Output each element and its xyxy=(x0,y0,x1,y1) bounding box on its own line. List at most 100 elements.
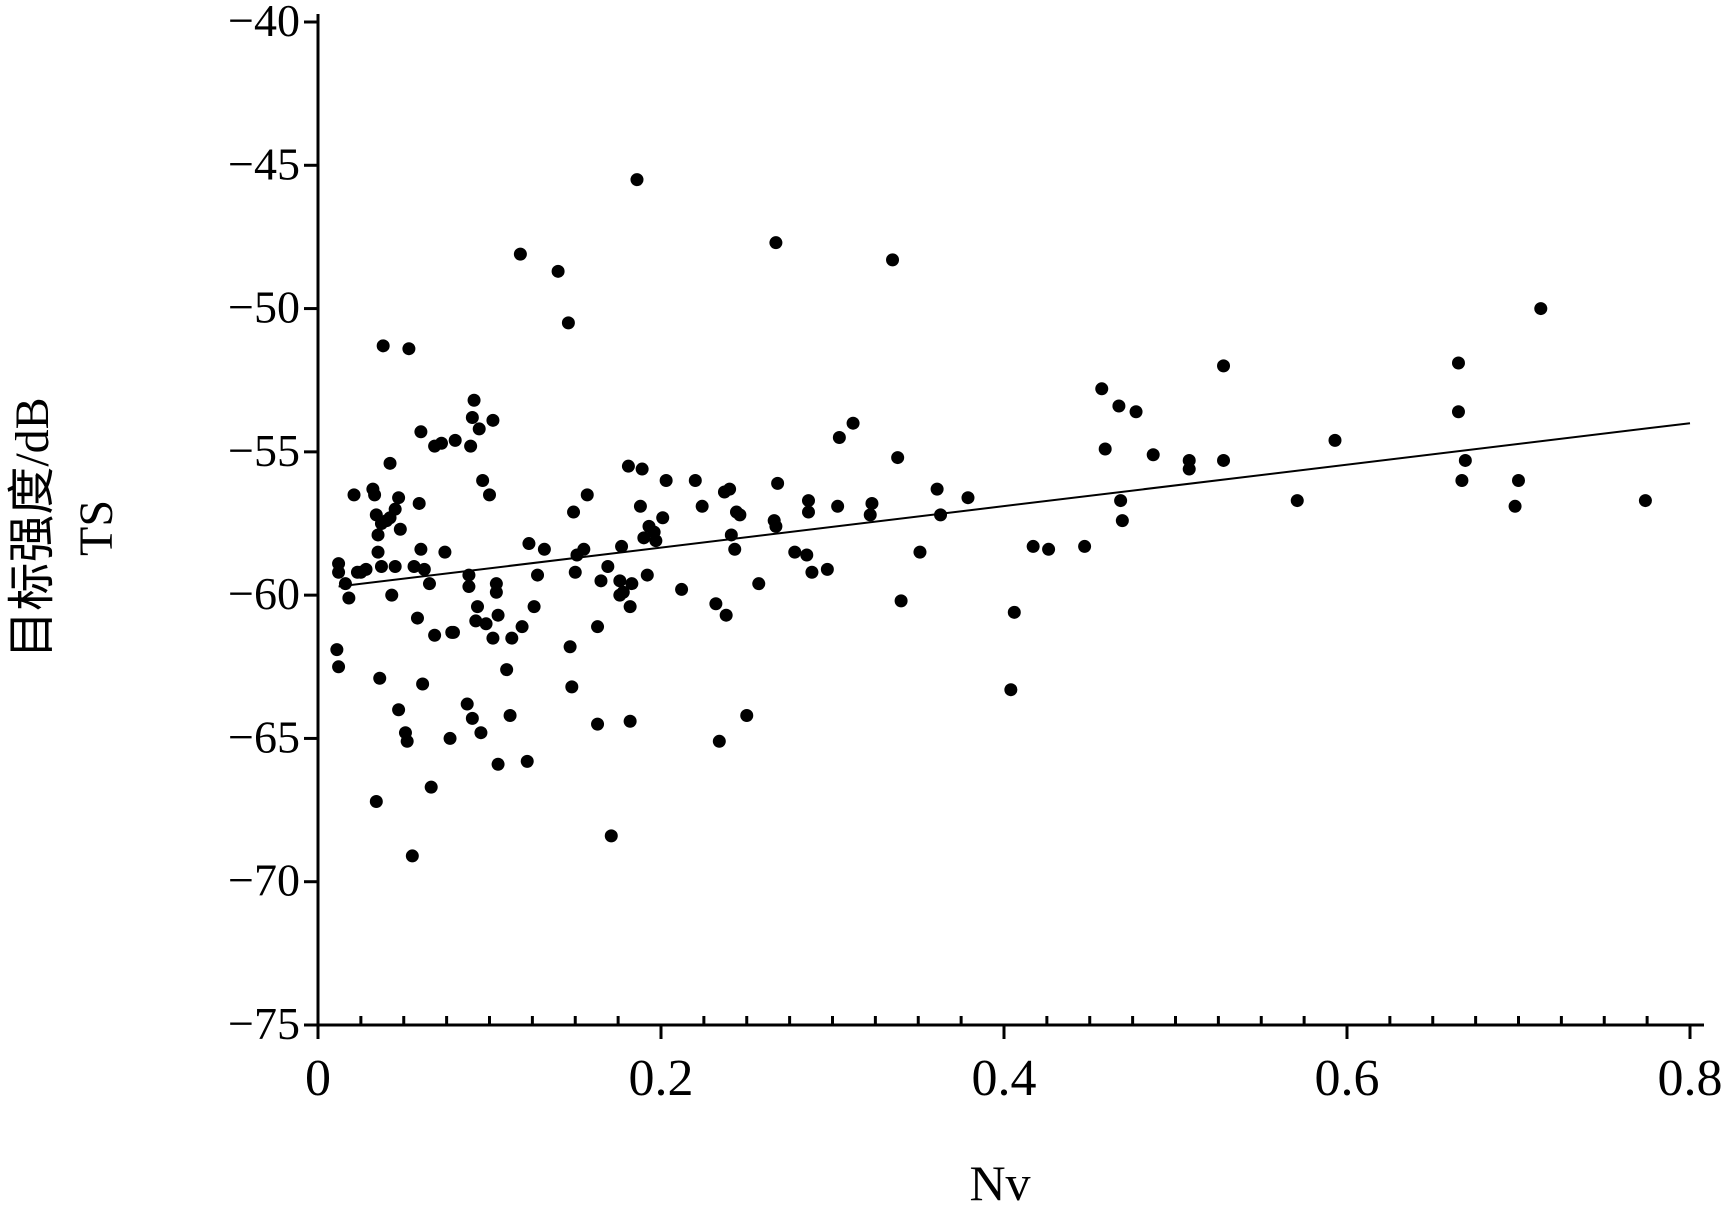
data-point xyxy=(428,628,442,642)
data-point xyxy=(740,709,754,723)
data-point xyxy=(465,711,479,725)
data-point xyxy=(604,829,618,843)
data-point xyxy=(332,660,346,674)
data-point xyxy=(1114,494,1128,508)
data-point xyxy=(1508,499,1522,513)
data-point xyxy=(688,474,702,488)
data-point xyxy=(801,494,815,508)
y-tick-label: −70 xyxy=(228,855,300,906)
data-point xyxy=(561,316,575,330)
y-tick-label: −50 xyxy=(228,282,300,333)
data-point xyxy=(486,631,500,645)
data-point xyxy=(846,416,860,430)
data-point xyxy=(347,488,361,502)
data-point xyxy=(616,585,630,599)
data-point xyxy=(402,342,416,356)
data-point xyxy=(1182,453,1196,467)
data-point xyxy=(467,393,481,407)
data-point xyxy=(422,577,436,591)
data-point xyxy=(503,709,517,723)
data-point xyxy=(417,562,431,576)
data-point xyxy=(675,582,689,596)
data-point xyxy=(500,663,514,677)
data-points xyxy=(330,173,1652,863)
data-point xyxy=(615,539,629,553)
data-point xyxy=(930,482,944,496)
data-point xyxy=(338,577,352,591)
data-point xyxy=(374,559,388,573)
data-point xyxy=(724,528,738,542)
data-point xyxy=(728,542,742,556)
data-point xyxy=(520,754,534,768)
data-point xyxy=(505,631,519,645)
data-point xyxy=(414,542,428,556)
data-point xyxy=(359,562,373,576)
data-point xyxy=(635,462,649,476)
data-point xyxy=(1328,433,1342,447)
data-point xyxy=(491,757,505,771)
data-point xyxy=(388,559,402,573)
data-point xyxy=(567,505,581,519)
data-point xyxy=(376,339,390,353)
data-point xyxy=(462,580,476,594)
data-point xyxy=(1115,514,1129,528)
data-point xyxy=(332,565,346,579)
data-point xyxy=(392,703,406,717)
data-point xyxy=(1290,494,1304,508)
data-point xyxy=(371,545,385,559)
y-axis-label-chinese: 目标强度/dB xyxy=(6,397,59,658)
data-point xyxy=(591,620,605,634)
data-point xyxy=(719,608,733,622)
data-point xyxy=(1534,302,1548,316)
data-point xyxy=(805,565,819,579)
data-point xyxy=(414,425,428,439)
data-point xyxy=(625,577,639,591)
data-point xyxy=(424,780,438,794)
data-point xyxy=(695,499,709,513)
data-point xyxy=(462,568,476,582)
data-point xyxy=(1112,399,1126,413)
data-point xyxy=(1217,453,1231,467)
data-point xyxy=(1638,494,1652,508)
y-tick-label: −45 xyxy=(228,138,300,189)
data-point xyxy=(407,559,421,573)
data-point xyxy=(460,697,474,711)
data-point xyxy=(1026,539,1040,553)
data-point xyxy=(601,559,615,573)
data-point xyxy=(1512,474,1525,488)
data-point xyxy=(886,253,900,267)
trendline-layer xyxy=(338,422,1691,588)
y-tick-label: −55 xyxy=(228,425,300,476)
x-axis-label: Nv xyxy=(969,1155,1030,1211)
data-point xyxy=(476,474,490,488)
data-point xyxy=(1217,359,1231,373)
data-point xyxy=(563,640,577,654)
data-point xyxy=(934,508,948,522)
data-point xyxy=(769,519,783,533)
data-point xyxy=(527,600,541,614)
data-point xyxy=(330,643,344,657)
data-point xyxy=(633,499,647,513)
data-point xyxy=(448,433,462,447)
data-point xyxy=(515,620,529,634)
data-point xyxy=(613,574,627,588)
data-point xyxy=(1078,539,1092,553)
x-tick-label: 0 xyxy=(305,1050,331,1107)
y-tick-label: −60 xyxy=(228,568,300,619)
data-point xyxy=(577,542,591,556)
tick-labels: −40 −45 −50 −55 −60 −65 −70 −750 0.2 0.4 0.6 0.8 xyxy=(228,0,1722,1107)
data-point xyxy=(565,680,579,694)
data-point xyxy=(1129,405,1143,419)
data-point xyxy=(369,794,383,808)
axes xyxy=(316,14,1704,1027)
data-point xyxy=(961,491,975,505)
data-point xyxy=(894,594,908,608)
data-point xyxy=(621,459,635,473)
data-point xyxy=(410,611,424,625)
data-point xyxy=(831,499,845,513)
data-point xyxy=(464,439,478,453)
data-point xyxy=(373,671,387,685)
data-point xyxy=(568,565,582,579)
data-point xyxy=(801,505,815,519)
data-point xyxy=(752,577,766,591)
